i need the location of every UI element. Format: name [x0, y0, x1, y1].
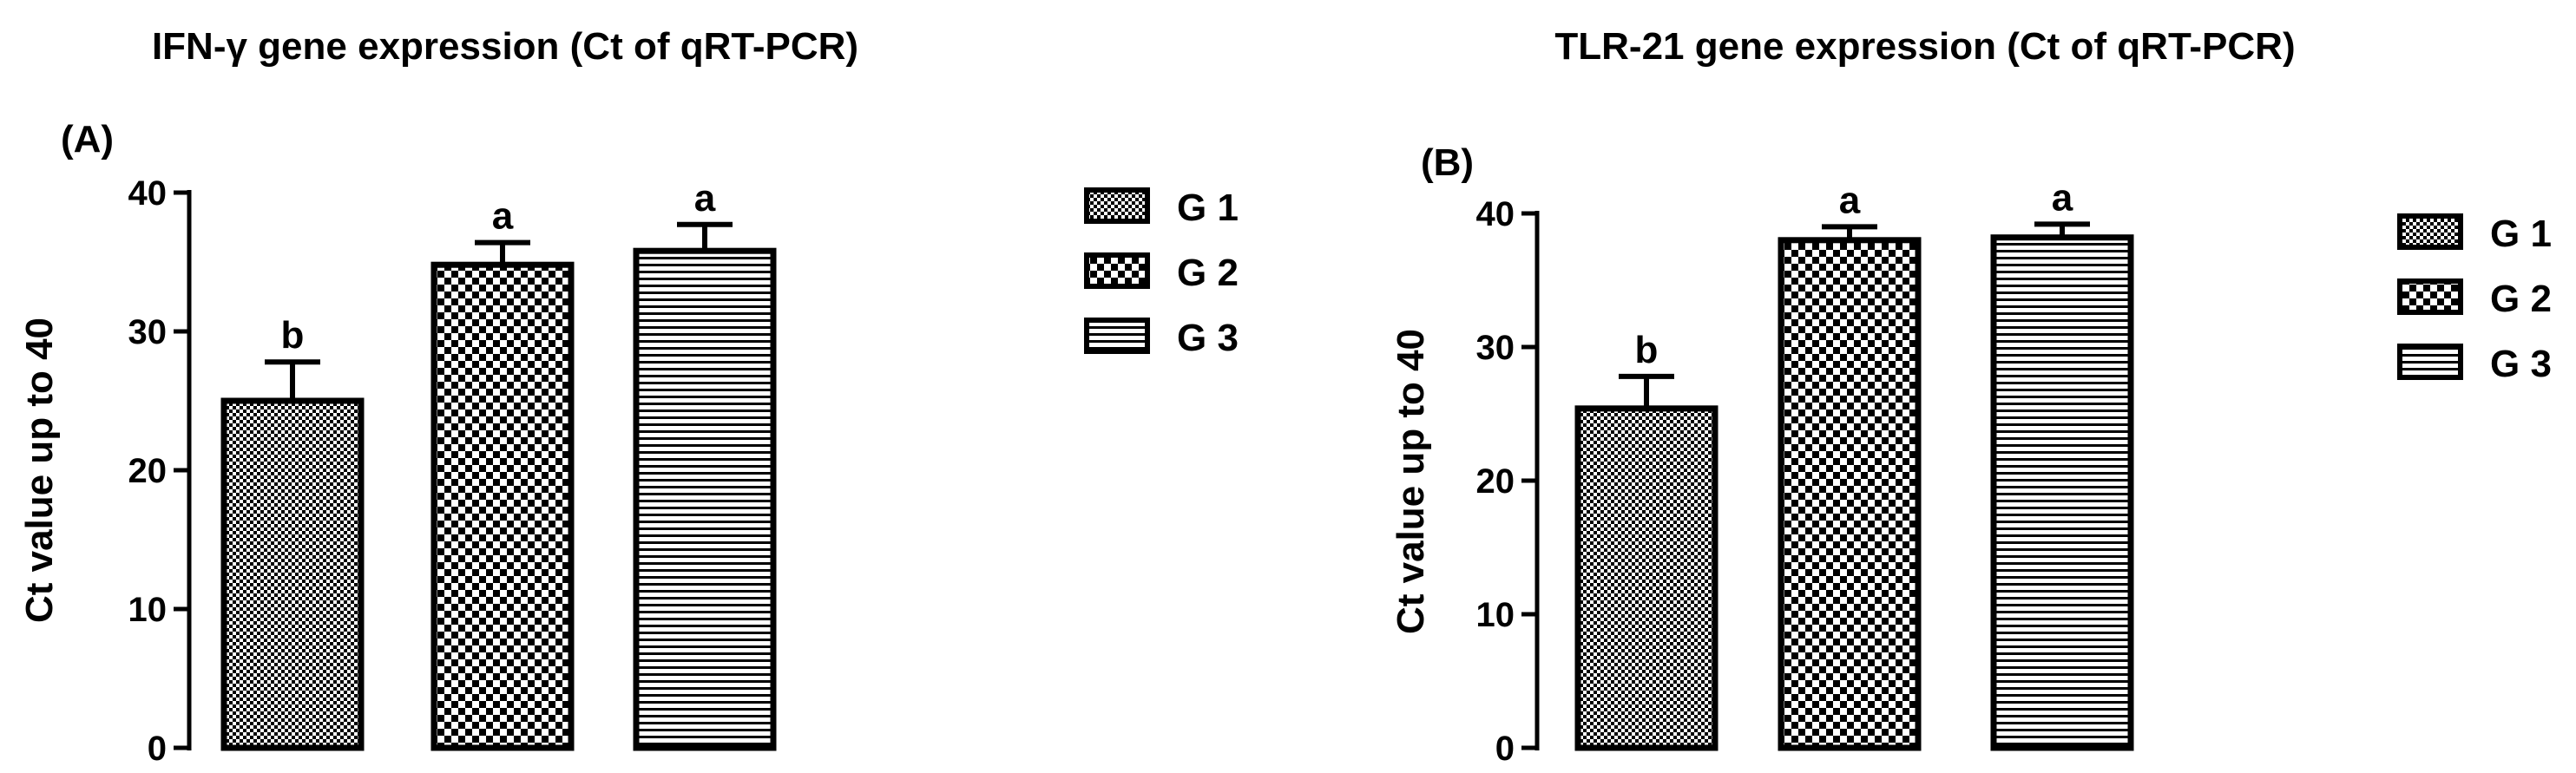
legend-swatch — [1084, 187, 1150, 224]
legend-swatch — [2397, 278, 2463, 315]
legend-swatch — [2397, 213, 2463, 250]
significance-label: a — [2052, 176, 2073, 219]
bar-1 — [1574, 405, 1718, 751]
legend-label: G 2 — [1177, 252, 1239, 294]
significance-label: a — [1839, 179, 1861, 221]
significance-label: a — [694, 177, 716, 219]
legend-swatch — [2397, 344, 2463, 380]
panel-b: TLR-21 gene expression (Ct of qRT-PCR) (B… — [1390, 25, 2552, 768]
bar-2 — [1778, 237, 1922, 751]
chart-title: IFN-γ gene expression (Ct of qRT-PCR) — [152, 25, 858, 68]
y-tick-label: 0 — [148, 730, 167, 768]
panel-label: (A) — [61, 118, 114, 160]
bar-2 — [430, 261, 575, 751]
legend-label: G 3 — [2490, 343, 2552, 385]
legend-swatch — [1084, 318, 1150, 354]
y-axis-label: Ct value up to 40 — [1390, 329, 1432, 634]
bar-1 — [220, 397, 365, 751]
legend-label: G 1 — [2490, 213, 2552, 255]
panel-a: IFN-γ gene expression (Ct of qRT-PCR) (A)… — [18, 25, 1239, 768]
significance-label: b — [281, 314, 305, 357]
y-tick-label: 10 — [128, 591, 168, 629]
y-axis-label: Ct value up to 40 — [18, 318, 61, 623]
significance-label: b — [1635, 329, 1659, 371]
legend-swatch — [1084, 252, 1150, 289]
y-tick-label: 30 — [128, 313, 168, 351]
chart-title: TLR-21 gene expression (Ct of qRT-PCR) — [1554, 25, 2295, 68]
bar-3 — [1990, 234, 2134, 751]
y-tick-label: 20 — [128, 452, 168, 490]
y-tick-label: 0 — [1495, 730, 1515, 768]
bar-3 — [633, 247, 777, 751]
panel-label: (B) — [1421, 141, 1474, 184]
y-tick-label: 40 — [1476, 195, 1515, 233]
legend-label: G 3 — [1177, 317, 1239, 359]
significance-label: a — [492, 195, 514, 238]
y-tick-label: 10 — [1476, 596, 1515, 634]
y-tick-label: 30 — [1476, 329, 1515, 367]
y-tick-label: 20 — [1476, 462, 1515, 501]
legend-label: G 2 — [2490, 278, 2552, 320]
legend-label: G 1 — [1177, 187, 1239, 229]
y-tick-label: 40 — [128, 174, 168, 213]
